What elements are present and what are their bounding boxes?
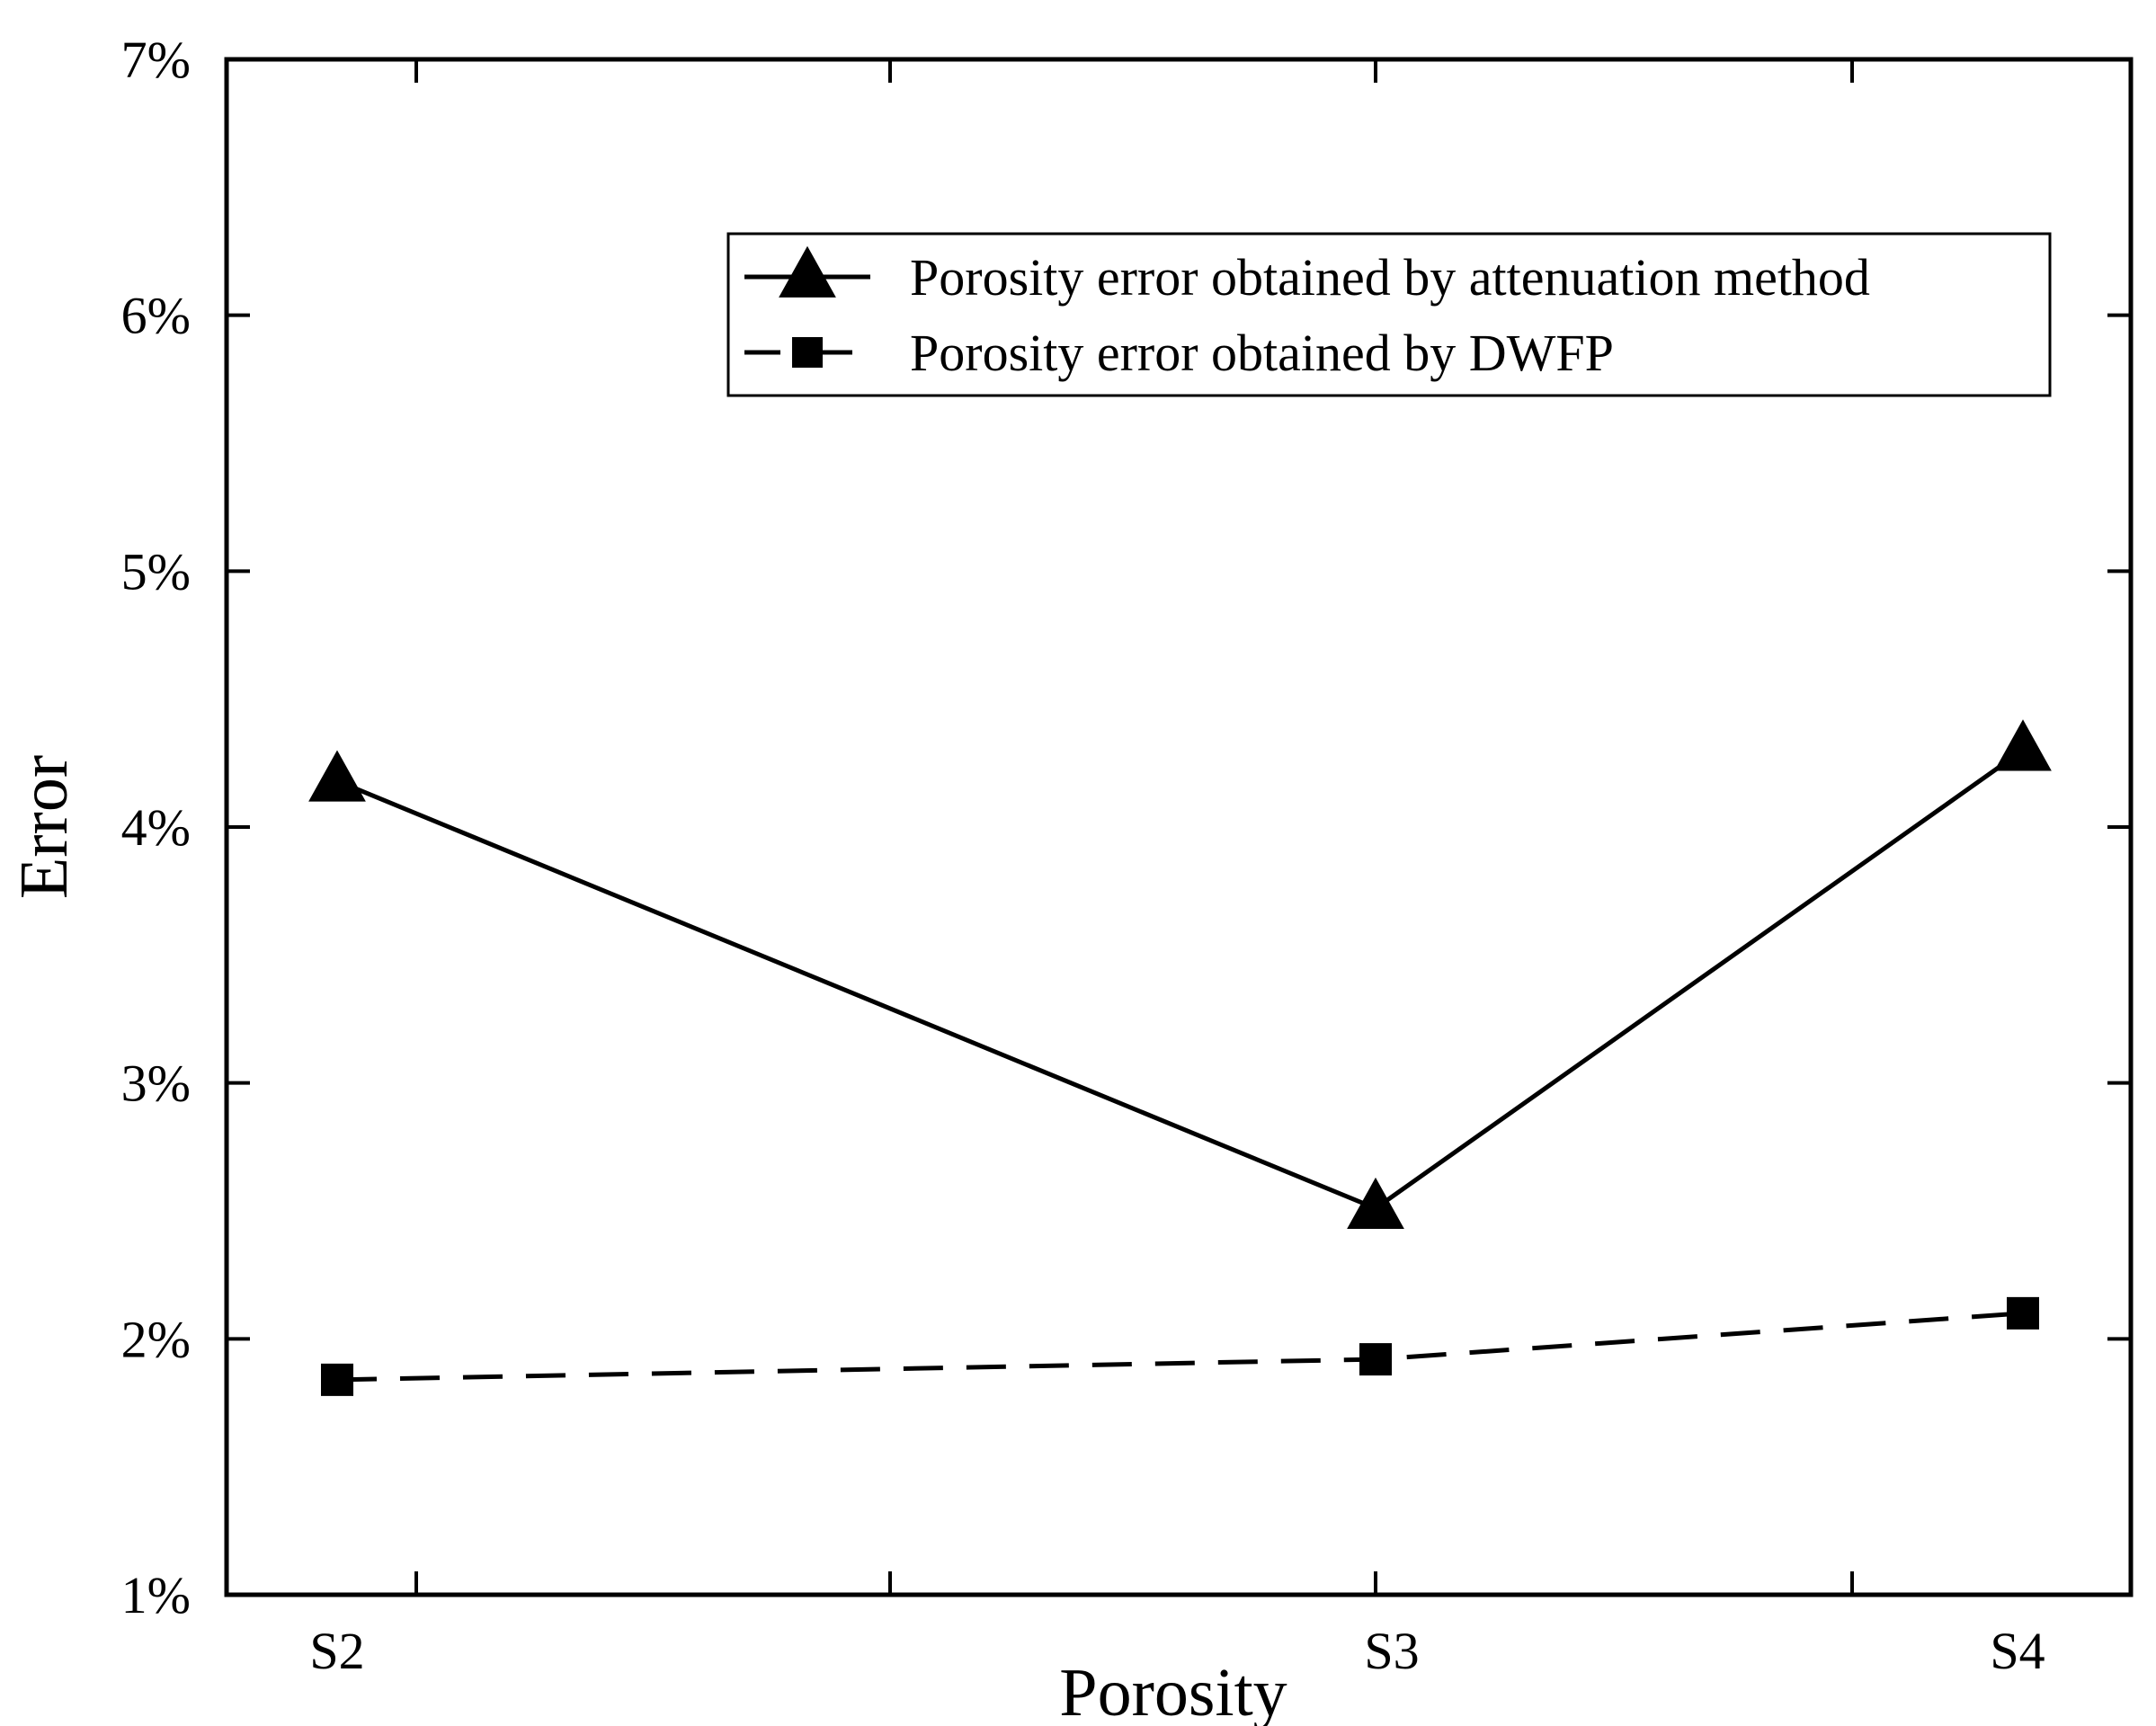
y-tick-label: 2% [121, 1310, 191, 1368]
y-axis-ticks: 1% 2% 3% 4% 5% 6% 7% [121, 31, 2131, 1624]
series-point-triangle [1347, 1177, 1404, 1229]
y-axis-title: Error [6, 755, 82, 899]
series-point-square [321, 1363, 353, 1396]
x-tick-label: S2 [309, 1622, 364, 1680]
y-tick-label: 7% [121, 31, 191, 89]
legend-marker-triangle [779, 245, 836, 298]
series-point-square [1359, 1343, 1392, 1376]
y-tick-label: 1% [121, 1566, 191, 1624]
series-point-triangle [1994, 719, 2052, 771]
series-point-square [2007, 1296, 2039, 1330]
series-line-1 [336, 748, 2025, 1211]
legend-label: Porosity error obtained by attenuation m… [910, 248, 1870, 307]
y-tick-label: 6% [121, 287, 191, 345]
legend-label: Porosity error obtained by DWFP [910, 324, 1614, 382]
legend-box [726, 232, 2052, 397]
legend-marker-square [792, 337, 823, 368]
y-tick-label: 3% [121, 1054, 191, 1113]
legend: Porosity error obtained by attenuation m… [726, 232, 2052, 397]
x-tick-label: S3 [1364, 1622, 1419, 1680]
x-axis-ticks: S2 S3 S4 [309, 59, 2045, 1680]
x-axis-title: Porosity [1059, 1655, 1287, 1726]
series-line-2 [336, 1311, 2024, 1383]
x-tick-label: S4 [1990, 1622, 2045, 1680]
series-point-triangle [308, 750, 366, 802]
y-tick-label: 5% [121, 542, 191, 601]
series-layer [308, 719, 2052, 1396]
y-tick-label: 4% [121, 798, 191, 857]
